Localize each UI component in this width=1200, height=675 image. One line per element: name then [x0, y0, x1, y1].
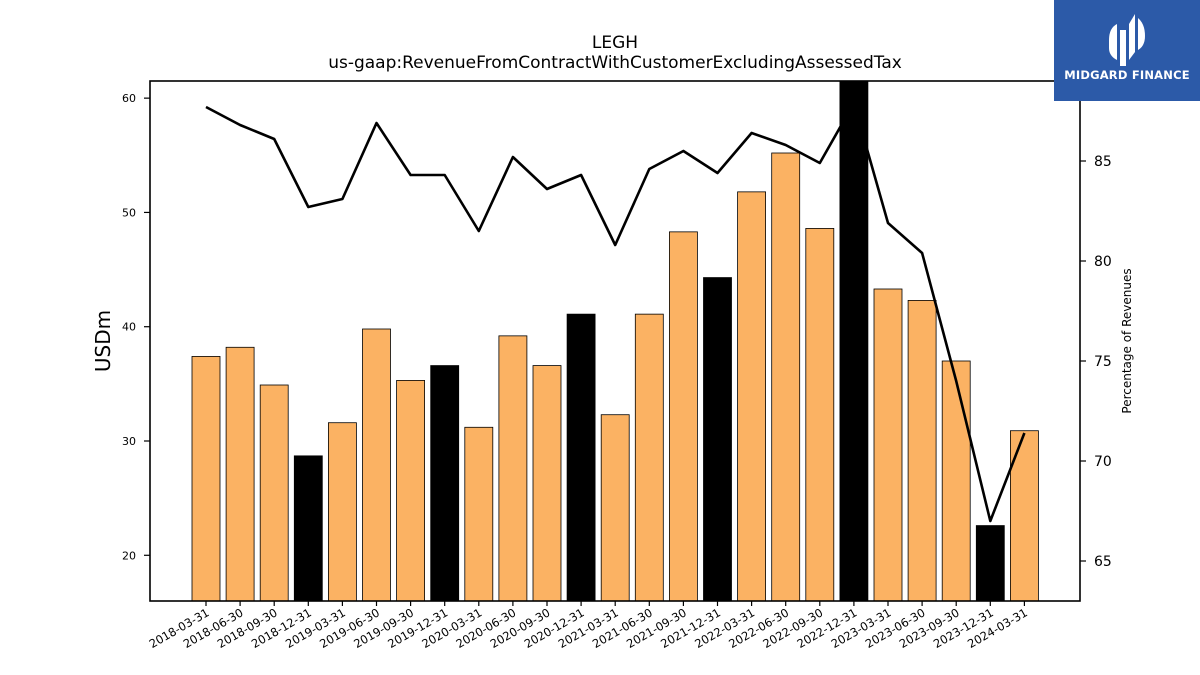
bar	[430, 365, 460, 602]
y-axis-label: USDm	[91, 310, 115, 372]
y2-axis-label: Percentage of Revenues	[1120, 268, 1134, 413]
bar	[907, 300, 937, 602]
left-axis: 20 30 40 50 60	[122, 92, 150, 562]
bar	[225, 346, 255, 602]
chart-title: LEGH	[592, 33, 638, 53]
y-tick-label: 40	[122, 321, 136, 334]
bar	[327, 422, 357, 602]
bars-layer	[191, 80, 1039, 602]
bar	[191, 356, 221, 602]
logo-text: MIDGARD FINANCE	[1064, 68, 1190, 82]
line-series	[205, 101, 1026, 523]
bar	[293, 455, 323, 602]
y2-tick-label: 70	[1094, 454, 1112, 470]
bar	[464, 426, 494, 602]
y2-tick-label: 85	[1094, 154, 1112, 170]
line-layer	[205, 101, 1026, 523]
y2-tick-label: 75	[1094, 354, 1112, 370]
y-tick-label: 60	[122, 92, 136, 105]
bar	[975, 525, 1005, 602]
bar	[566, 313, 596, 602]
bar	[805, 228, 835, 602]
bar	[634, 313, 664, 602]
bar	[396, 380, 426, 602]
bar	[941, 360, 971, 602]
y2-tick-label: 80	[1094, 254, 1112, 270]
brand-logo: MIDGARD FINANCE	[1054, 0, 1200, 101]
bar	[498, 335, 528, 602]
bar	[532, 365, 562, 602]
chart-subtitle: us-gaap:RevenueFromContractWithCustomerE…	[328, 53, 902, 73]
bar	[259, 384, 289, 602]
right-axis: 65 70 75 80 85	[1080, 154, 1112, 570]
bar	[362, 328, 391, 602]
bar	[839, 80, 869, 602]
midgard-logo-icon	[1109, 14, 1145, 66]
bar	[737, 191, 766, 602]
y-tick-label: 50	[122, 206, 136, 219]
bar	[703, 277, 732, 602]
bar	[771, 152, 801, 602]
bar	[669, 231, 698, 602]
y-tick-label: 20	[122, 549, 136, 562]
y-tick-label: 30	[122, 435, 136, 448]
bar	[873, 288, 903, 602]
x-axis: 2018-03-312018-06-302018-09-302018-12-31…	[147, 601, 1030, 651]
bar	[600, 414, 630, 602]
y2-tick-label: 65	[1094, 554, 1112, 570]
